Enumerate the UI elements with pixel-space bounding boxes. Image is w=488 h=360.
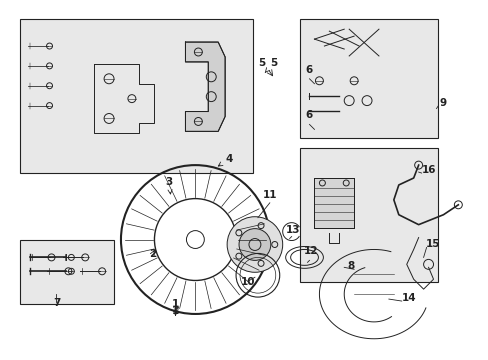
Text: 13: 13 xyxy=(285,225,299,235)
Text: 14: 14 xyxy=(401,293,415,303)
Text: 12: 12 xyxy=(304,247,318,256)
Text: 3: 3 xyxy=(165,177,173,194)
Text: 11: 11 xyxy=(262,190,277,200)
Text: 2: 2 xyxy=(148,249,156,260)
FancyBboxPatch shape xyxy=(299,148,438,282)
Polygon shape xyxy=(185,42,224,131)
Polygon shape xyxy=(314,178,353,228)
FancyBboxPatch shape xyxy=(299,19,438,138)
Text: 9: 9 xyxy=(439,98,446,108)
FancyBboxPatch shape xyxy=(20,19,252,173)
Text: 10: 10 xyxy=(240,277,255,287)
Text: 1: 1 xyxy=(172,299,179,315)
Circle shape xyxy=(226,217,282,272)
Text: 16: 16 xyxy=(421,165,435,175)
Circle shape xyxy=(239,229,270,260)
Text: 5: 5 xyxy=(258,58,265,68)
Text: 5: 5 xyxy=(264,58,277,72)
Text: 8: 8 xyxy=(347,261,354,271)
FancyBboxPatch shape xyxy=(20,239,114,304)
Text: 6: 6 xyxy=(305,111,312,121)
Text: 7: 7 xyxy=(53,298,60,308)
Text: 15: 15 xyxy=(426,239,440,249)
Text: 4: 4 xyxy=(218,154,232,166)
Text: 6: 6 xyxy=(305,65,312,75)
Text: 1: 1 xyxy=(172,306,179,316)
